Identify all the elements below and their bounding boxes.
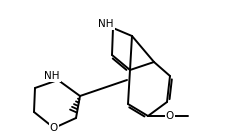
Text: NH: NH xyxy=(98,19,114,29)
Text: O: O xyxy=(166,111,174,121)
Text: NH: NH xyxy=(44,71,60,81)
Text: O: O xyxy=(50,123,58,133)
